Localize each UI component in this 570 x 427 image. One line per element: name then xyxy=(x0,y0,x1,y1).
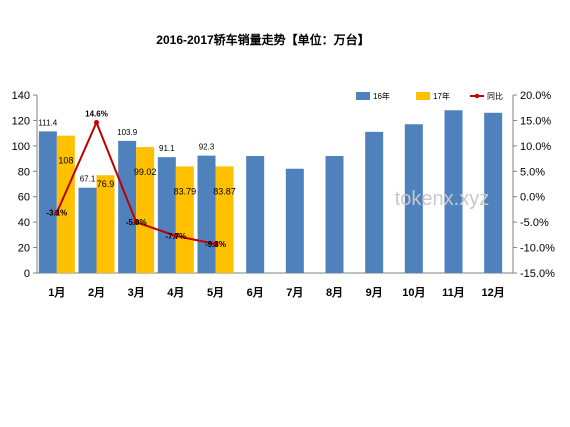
data-label-17: 83.87 xyxy=(213,186,236,196)
x-tick-label: 1月 xyxy=(48,286,65,299)
bar-17 xyxy=(136,147,155,273)
bar-17 xyxy=(56,135,75,273)
legend-label: 同比 xyxy=(487,91,503,101)
data-label-17: 76.9 xyxy=(97,179,115,189)
data-label-16: 67.1 xyxy=(80,175,96,184)
y-right-tick-label: 0.0% xyxy=(520,192,545,204)
bar-16 xyxy=(365,131,384,273)
bar-16 xyxy=(246,156,265,273)
data-label-16: 92.3 xyxy=(199,143,215,152)
bar-16 xyxy=(38,131,57,273)
bar-16 xyxy=(118,140,137,273)
x-tick-label: 9月 xyxy=(366,286,383,299)
data-label-17: 99.02 xyxy=(134,167,157,177)
data-label-16: 103.9 xyxy=(117,128,138,137)
yoy-point xyxy=(54,209,60,215)
bar-16 xyxy=(325,156,344,273)
bar-16 xyxy=(78,187,97,273)
x-tick-label: 4月 xyxy=(167,286,184,299)
legend-swatch-marker xyxy=(474,93,480,99)
bar-16 xyxy=(285,168,304,273)
x-tick-label: 8月 xyxy=(326,286,343,299)
legend-label: 17年 xyxy=(433,91,450,101)
bar-17 xyxy=(215,166,234,273)
data-label-16: 91.1 xyxy=(159,144,175,153)
x-tick-label: 12月 xyxy=(482,286,505,299)
yoy-point xyxy=(173,233,179,239)
data-label-17: 83.79 xyxy=(174,186,197,196)
y-left-tick-label: 20 xyxy=(18,243,30,255)
chart-title: 2016-2017轿车销量走势【单位：万台】 xyxy=(156,32,369,47)
y-right-tick-label: 20.0% xyxy=(520,90,551,102)
y-left-tick-label: 100 xyxy=(12,141,30,153)
y-left-tick-label: 60 xyxy=(18,192,30,204)
yoy-point xyxy=(133,219,139,225)
yoy-point xyxy=(94,119,99,125)
x-tick-label: 5月 xyxy=(207,286,224,299)
y-right-tick-label: -15.0% xyxy=(520,268,555,280)
y-right-tick-label: 15.0% xyxy=(520,115,551,127)
y-left-tick-label: 120 xyxy=(12,115,30,127)
yoy-data-label: -5.0% xyxy=(126,218,147,227)
bar-17 xyxy=(175,166,194,273)
bar-16 xyxy=(404,124,423,273)
bar-17 xyxy=(96,175,115,273)
x-tick-label: 11月 xyxy=(442,286,465,299)
y-left-tick-label: 0 xyxy=(24,268,30,280)
x-tick-label: 2月 xyxy=(88,286,105,299)
legend-swatch xyxy=(356,92,370,100)
yoy-data-label: -7.7% xyxy=(165,232,186,241)
y-right-tick-label: 5.0% xyxy=(520,166,545,178)
y-right-tick-label: -5.0% xyxy=(520,217,549,229)
yoy-data-label: -3.1% xyxy=(46,208,67,217)
y-left-tick-label: 140 xyxy=(12,90,30,102)
bar-16 xyxy=(484,112,503,273)
y-right-tick-label: -10.0% xyxy=(520,243,555,255)
watermark: tokenx.xyz xyxy=(395,188,489,210)
y-left-tick-label: 40 xyxy=(18,217,30,229)
bar-16 xyxy=(197,155,216,273)
x-tick-label: 10月 xyxy=(402,286,425,299)
x-tick-label: 7月 xyxy=(286,286,303,299)
x-tick-label: 3月 xyxy=(128,286,145,299)
yoy-data-label: 14.6% xyxy=(85,109,108,118)
y-left-tick-label: 80 xyxy=(18,166,30,178)
legend-label: 16年 xyxy=(373,91,390,101)
y-right-tick-label: 10.0% xyxy=(520,141,551,153)
x-tick-label: 6月 xyxy=(247,286,264,299)
yoy-data-label: -9.3% xyxy=(205,240,226,249)
data-label-17: 108 xyxy=(58,156,73,166)
legend-swatch xyxy=(416,92,430,100)
bar-16 xyxy=(444,110,463,273)
yoy-point xyxy=(213,241,218,247)
bar-16 xyxy=(157,157,176,273)
data-label-16: 111.4 xyxy=(38,118,57,127)
